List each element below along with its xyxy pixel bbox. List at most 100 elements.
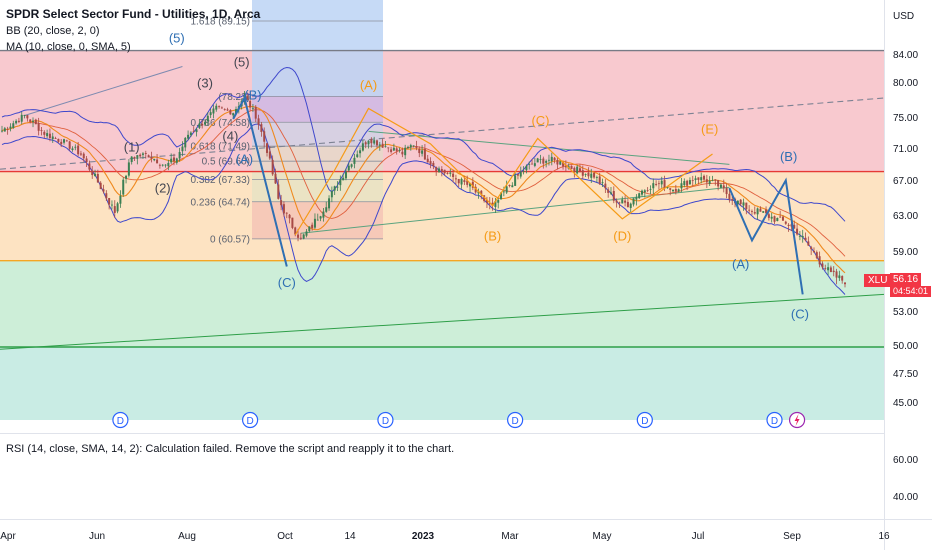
long-support-trendline (0, 293, 885, 350)
candle-body (206, 115, 209, 122)
candle-body (232, 113, 235, 116)
wave-label-8: (C) (278, 275, 296, 290)
dividend-marker-circle (242, 411, 259, 429)
candle-body (629, 203, 632, 208)
candle-body (612, 191, 615, 201)
candle-body (609, 192, 612, 194)
candle-body (375, 140, 378, 146)
candle-body (136, 155, 139, 159)
candle-body (798, 235, 801, 237)
candle-body (361, 143, 364, 151)
candle-body (77, 145, 80, 155)
symbol-tag: XLU (864, 274, 892, 287)
candle-body (762, 211, 765, 213)
candle-body (528, 163, 531, 165)
candle-body (339, 179, 342, 186)
candle-body (844, 282, 846, 285)
candle-body (573, 167, 576, 173)
candle-body (6, 128, 9, 130)
candle-body (150, 156, 153, 159)
candle-body (669, 188, 672, 190)
candle-body (516, 174, 519, 176)
candle-body (714, 179, 717, 181)
candle-body (203, 122, 206, 125)
candle-body (125, 175, 128, 179)
bb-legend[interactable]: BB (20, close, 2, 0) (6, 25, 100, 37)
candle-body (700, 177, 703, 181)
dividend-marker-label: D (246, 416, 253, 427)
fib-zone-top (252, 0, 383, 97)
candle-body (767, 214, 770, 218)
candle-body (127, 162, 130, 176)
currency-label[interactable]: USD (893, 11, 915, 22)
candle-body (615, 200, 618, 203)
candle-body (418, 148, 421, 154)
candle-body (759, 208, 762, 212)
candle-body (624, 200, 627, 203)
candle-body (666, 187, 669, 189)
candle-body (463, 180, 466, 183)
candle-body (773, 216, 776, 222)
candle-body (29, 119, 32, 122)
candle-body (158, 164, 161, 166)
ma-legend[interactable]: MA (10, close, 0, SMA, 5) (6, 41, 131, 53)
candle-body (356, 154, 359, 158)
price-tick-label: 84.00 (893, 50, 919, 61)
candle-body (263, 131, 266, 142)
candle-body (717, 180, 720, 187)
candle-body (691, 180, 694, 182)
chart-title[interactable]: SPDR Select Sector Fund - Utilities, 1D,… (6, 7, 261, 21)
candle-body (646, 190, 649, 192)
candle-body (178, 152, 181, 159)
candle-body (519, 172, 522, 177)
candle-body (404, 147, 407, 156)
candle-body (508, 184, 511, 186)
candle-body (235, 109, 238, 114)
bb-upper-band (1, 66, 846, 222)
price-tick-label: 71.00 (893, 144, 919, 155)
candle-body (452, 173, 455, 177)
candle-body (415, 146, 418, 148)
candle-body (328, 198, 331, 209)
wave-labels: (5) (3) (5) (B) (4) (1) (2) (A) (C) (A) (C) (B) (D) (… (124, 30, 809, 321)
candle-body (85, 158, 88, 163)
candle-body (562, 161, 565, 167)
candle-body (731, 199, 734, 201)
candle-body (48, 133, 51, 138)
candle-body (601, 182, 604, 184)
dividend-marker-circle (507, 411, 524, 429)
price-zones (0, 50, 884, 420)
zone-0 (0, 50, 884, 172)
candle-body (491, 202, 494, 206)
candle-body (494, 201, 497, 207)
candle-body (271, 159, 274, 175)
candle-body (525, 165, 528, 171)
wave-label-14: (B) (780, 149, 797, 164)
candle-body (832, 270, 835, 273)
candle-body (663, 180, 666, 189)
candle-body (20, 114, 23, 122)
time-tick-label: 14 (344, 531, 356, 542)
candle-body (34, 119, 37, 125)
candle-body (502, 191, 505, 193)
candle-body (688, 180, 691, 185)
candle-body (429, 161, 432, 165)
candle-body (590, 173, 593, 178)
candle-body (277, 184, 280, 199)
candle-body (15, 120, 18, 124)
candle-body (79, 153, 82, 155)
candle-body (725, 187, 728, 195)
time-tick-label: Mar (501, 531, 519, 542)
candle-body (677, 189, 680, 192)
price-tick-label: 67.00 (893, 176, 919, 187)
candle-body (359, 150, 362, 154)
dividend-marker-label: D (641, 416, 648, 427)
candle-body (26, 115, 29, 119)
candlesticks (1, 90, 846, 288)
fib-label-6: 0.236 (64.74) (191, 197, 251, 208)
rsi-tick-label: 60.00 (893, 455, 919, 466)
candle-body (384, 146, 387, 148)
candle-body (116, 203, 119, 212)
candle-body (635, 197, 638, 200)
